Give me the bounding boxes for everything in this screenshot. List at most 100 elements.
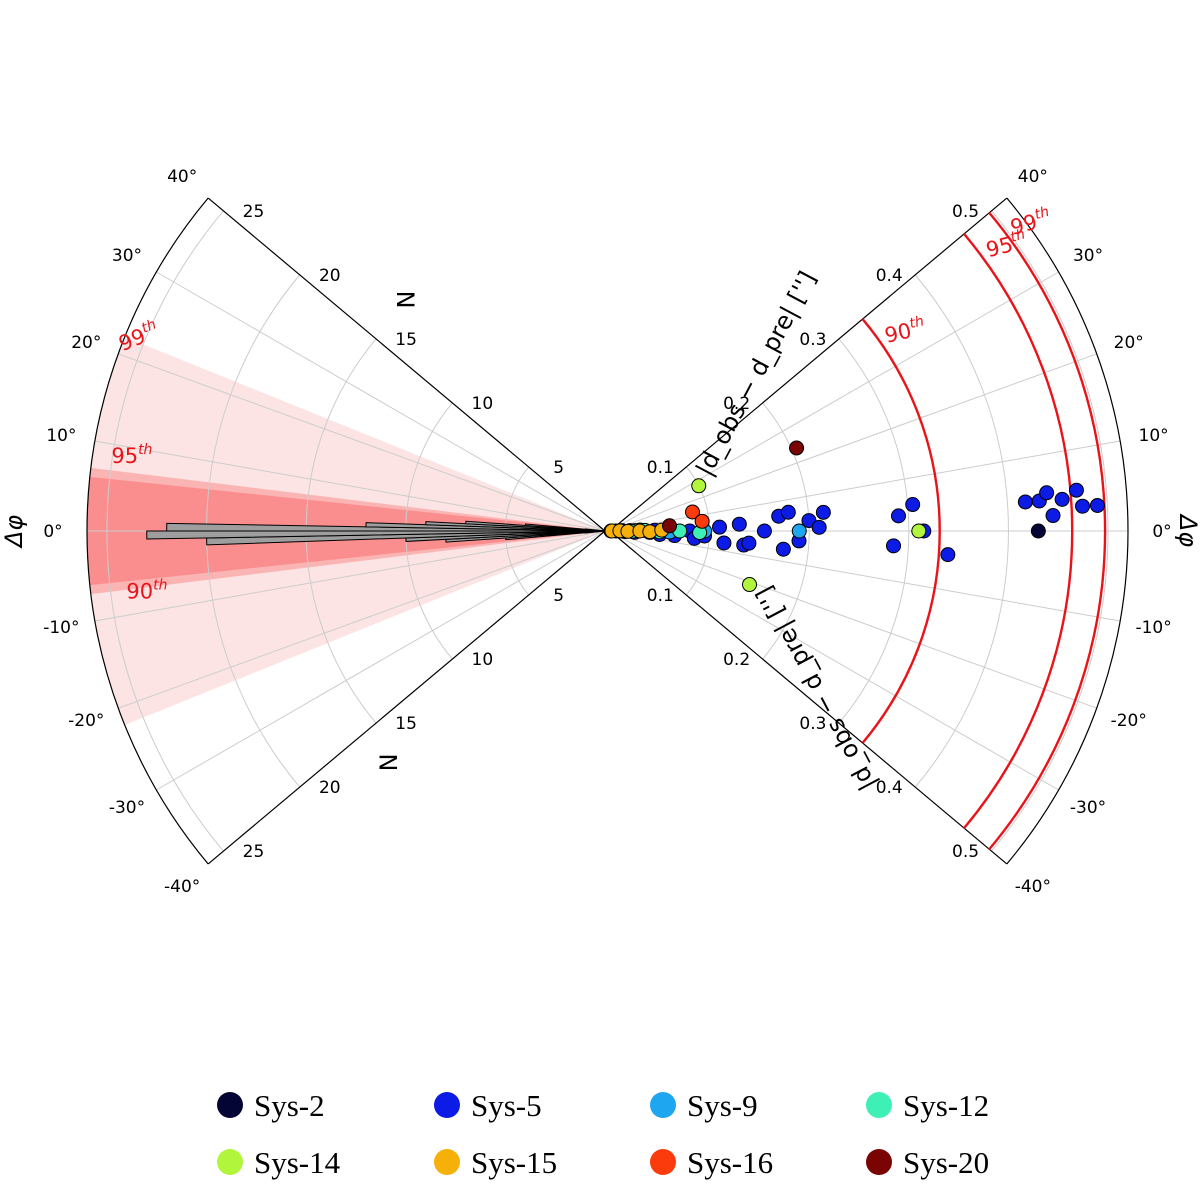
- scatter-point-sys-14: [741, 577, 757, 593]
- left-theta-ticklabel: 40°: [167, 167, 197, 187]
- right-r-ticklabel: 0.4: [876, 778, 903, 798]
- left-theta-gridline: [118, 530, 606, 709]
- scatter-point-sys-5: [1068, 482, 1084, 498]
- right-edge-bottom: [609, 530, 1008, 865]
- left-theta-ticklabel: 20°: [71, 333, 101, 353]
- scatter-point-sys-16: [694, 513, 710, 529]
- legend-marker: [217, 1149, 243, 1175]
- legend-marker: [866, 1092, 892, 1118]
- left-theta-ticklabel: -40°: [164, 877, 200, 897]
- right-theta-ticklabel: 20°: [1114, 333, 1144, 353]
- scatter-point-sys-14: [691, 478, 707, 494]
- scatter-point-sys-16: [685, 504, 701, 520]
- left-r-ticklabel: 20: [319, 266, 341, 286]
- left-r-label: N: [375, 753, 403, 771]
- histogram-bar: [584, 528, 606, 532]
- legend-label: Sys-15: [471, 1145, 557, 1180]
- legend-label: Sys-14: [254, 1145, 341, 1180]
- scatter-point-sys-20: [789, 440, 805, 456]
- scatter-point-sys-5: [1054, 491, 1070, 507]
- scatter-point-sys-14: [911, 523, 927, 539]
- legend-item: Sys-5: [434, 1088, 542, 1123]
- left-r-ticklabel: 20: [319, 778, 341, 798]
- left-theta-gridline: [156, 271, 606, 532]
- scatter-point-sys-5: [886, 538, 902, 554]
- right-outer-arc: [1006, 197, 1129, 865]
- right-polar-scatter: -40° -30° -20° -10° 0° 10° 20° 30° 40° 0.1 0.2 0.3 0…: [603, 167, 1200, 897]
- right-theta-ticklabel: 10°: [1139, 426, 1169, 446]
- legend-item: Sys-9: [650, 1088, 758, 1123]
- legend-label: Sys-5: [471, 1088, 542, 1123]
- right-r-ticklabel: 0.2: [723, 394, 750, 414]
- right-r-ticklabel: 0.2: [723, 650, 750, 670]
- left-r-ticklabel: 5: [553, 458, 564, 478]
- left-theta-ticklabel: 30°: [112, 246, 142, 266]
- scatter-point-sys-5: [780, 504, 796, 520]
- left-r-ticklabel: 10: [472, 394, 494, 414]
- legend-label: Sys-16: [687, 1145, 773, 1180]
- left-edge-top: [207, 197, 606, 532]
- scatter-point-sys-2: [1030, 523, 1046, 539]
- left-theta-ticklabel: 10°: [46, 426, 76, 446]
- legend-label: Sys-2: [254, 1088, 325, 1123]
- scatter-point-sys-5: [741, 535, 757, 551]
- legend-marker: [866, 1149, 892, 1175]
- scatter-point-sys-5: [1075, 498, 1091, 514]
- left-r-ticklabel: 25: [243, 842, 265, 862]
- right-theta-label: Δφ: [1174, 513, 1200, 547]
- left-r-ticklabel: 25: [243, 202, 265, 222]
- scatter-point-sys-5: [1017, 494, 1033, 510]
- left-theta-ticklabel: -30°: [109, 798, 145, 818]
- left-r-label: N: [391, 291, 419, 309]
- legend-item: Sys-20: [866, 1145, 989, 1180]
- left-edge-bottom: [207, 530, 606, 865]
- left-r-ticklabel: 15: [395, 714, 417, 734]
- legend-marker: [650, 1092, 676, 1118]
- right-r-label: |d_obs − d_pre| ['']: [750, 581, 881, 795]
- left-theta-ticklabel: -20°: [68, 711, 104, 731]
- percentile-label-90: 90th: [882, 313, 928, 348]
- right-theta-ticklabel: -30°: [1070, 798, 1106, 818]
- left-theta-gridline: [94, 440, 606, 532]
- scatter-point-sys-5: [1039, 485, 1055, 501]
- left-theta-gridline: [156, 530, 606, 791]
- scatter-point-sys-5: [1045, 508, 1061, 524]
- right-edge-top: [609, 197, 1008, 532]
- left-theta-ticklabel: -10°: [43, 618, 79, 638]
- left-theta-gridline: [94, 530, 606, 622]
- right-theta-ticklabel: 0°: [1152, 522, 1171, 542]
- legend-marker: [434, 1149, 460, 1175]
- right-theta-ticklabel: 40°: [1018, 167, 1048, 187]
- right-theta-gridline: [609, 530, 1059, 791]
- right-r-ticklabel: 0.3: [799, 330, 826, 350]
- scatter-point-sys-5: [890, 508, 906, 524]
- percentile-arc-99: [988, 211, 1107, 851]
- left-outer-arc: [86, 197, 209, 865]
- scatter-point-sys-5: [756, 523, 772, 539]
- scatter-point-sys-5: [811, 519, 827, 535]
- scatter-point-sys-5: [905, 497, 921, 513]
- scatter-point-sys-9: [791, 523, 807, 539]
- right-theta-gridline: [609, 271, 1059, 532]
- right-theta-gridline: [609, 530, 1097, 709]
- right-r-ticklabel: 0.3: [799, 714, 826, 734]
- right-r-ticklabel: 0.1: [647, 458, 674, 478]
- right-r-ticklabel: 0.1: [647, 586, 674, 606]
- percentile-arc-90: [861, 318, 941, 744]
- right-theta-gridline: [609, 530, 1121, 622]
- scatter-point-sys-5: [940, 547, 956, 563]
- right-theta-ticklabel: -20°: [1111, 711, 1147, 731]
- right-theta-ticklabel: -40°: [1015, 877, 1051, 897]
- legend-label: Sys-20: [903, 1145, 989, 1180]
- left-r-ticklabel: 5: [553, 586, 564, 606]
- scatter-point-sys-5: [775, 541, 791, 557]
- legend-item: Sys-2: [217, 1088, 325, 1123]
- percentile-label-95: 95th: [111, 442, 152, 468]
- percentile-arc-95: [963, 233, 1074, 829]
- legend-item: Sys-16: [650, 1145, 773, 1180]
- legend-marker: [434, 1092, 460, 1118]
- right-r-ticklabel: 0.5: [952, 842, 979, 862]
- right-r-ticklabel: 0.4: [876, 266, 903, 286]
- left-theta-label: Δφ: [0, 515, 28, 549]
